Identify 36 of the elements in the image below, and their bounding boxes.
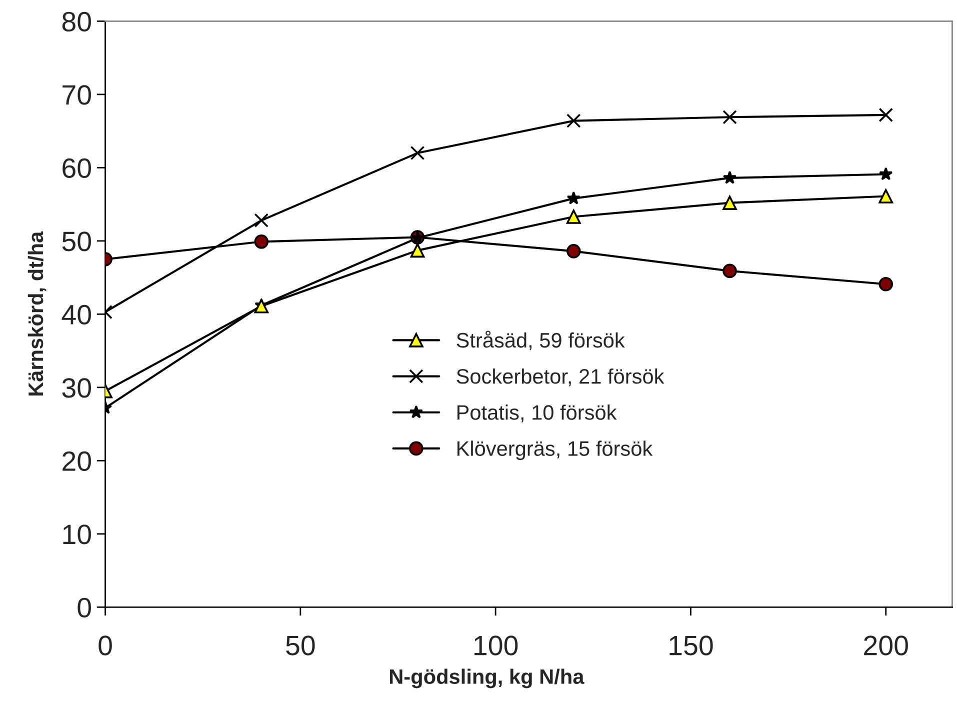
point xyxy=(879,167,893,180)
point xyxy=(878,189,894,204)
point xyxy=(254,234,269,249)
x-tick-label: 150 xyxy=(670,636,713,656)
y-tick-label: 20 xyxy=(62,451,91,472)
y-tick-label: 10 xyxy=(63,524,91,544)
point xyxy=(722,170,737,184)
point xyxy=(566,244,581,258)
y-axis-title: Kärnskörd, dt/ha xyxy=(28,231,46,396)
x-tick-label: 0 xyxy=(98,636,112,656)
x-tick-label: 200 xyxy=(864,636,908,656)
x-tick-label: 100 xyxy=(474,636,518,656)
y-tick-label: 70 xyxy=(62,85,91,105)
legend-label: Sockerbetor, 21 försök xyxy=(456,368,664,386)
point xyxy=(878,276,894,292)
x-axis-title: N-gödsling, kg N/ha xyxy=(390,668,584,688)
y-tick-label: 40 xyxy=(62,304,91,325)
point xyxy=(878,108,894,122)
point xyxy=(722,110,737,124)
point xyxy=(410,146,425,160)
point xyxy=(566,114,581,128)
point xyxy=(410,243,425,258)
point xyxy=(254,213,269,228)
point xyxy=(566,210,581,224)
y-tick-label: 30 xyxy=(62,378,91,398)
x-tick-label: 50 xyxy=(286,636,315,656)
y-tick-label: 50 xyxy=(62,232,91,252)
y-tick-label: 80 xyxy=(62,12,91,32)
point xyxy=(566,191,580,204)
legend-label: Stråsäd, 59 försök xyxy=(456,330,625,350)
point xyxy=(722,196,737,210)
legend-label: Potatis, 10 försök xyxy=(457,404,617,422)
legend-label: Klövergräs, 15 försök xyxy=(457,440,653,460)
y-tick-label: 0 xyxy=(78,598,91,618)
y-tick-label: 60 xyxy=(62,158,91,178)
point xyxy=(722,264,737,278)
